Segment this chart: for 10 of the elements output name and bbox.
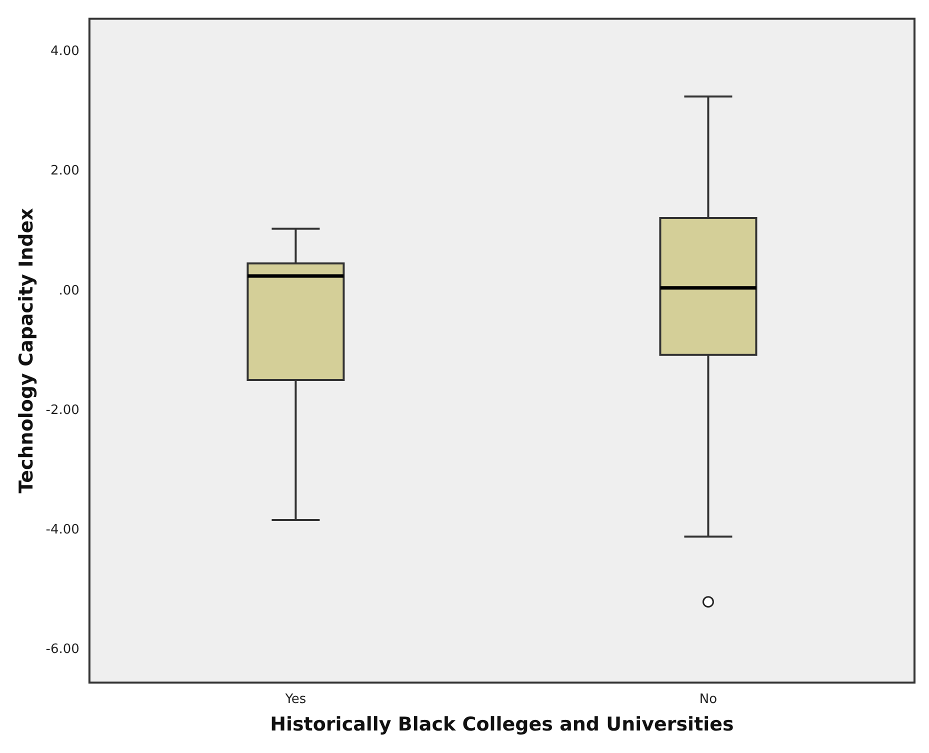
y-axis-title: Technology Capacity Index bbox=[15, 208, 38, 494]
y-tick-label: 4.00 bbox=[50, 44, 80, 60]
y-tick-label: -2.00 bbox=[46, 402, 80, 418]
x-axis-title: Historically Black Colleges and Universities bbox=[270, 714, 734, 736]
x-tick-label: No bbox=[699, 692, 718, 707]
y-tick-label: .00 bbox=[58, 283, 80, 298]
x-tick-label: Yes bbox=[284, 692, 306, 707]
y-tick-label: -6.00 bbox=[46, 642, 80, 658]
y-tick-label: -4.00 bbox=[46, 522, 80, 538]
y-tick-label: 2.00 bbox=[50, 164, 80, 179]
